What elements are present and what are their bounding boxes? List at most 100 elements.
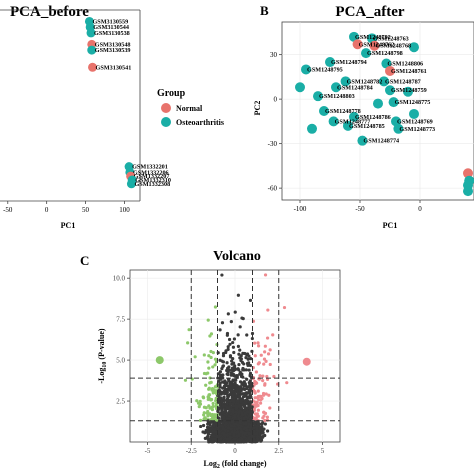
volcano-point: [250, 349, 254, 353]
volcano-point: [221, 427, 225, 431]
volcano-point: [252, 407, 256, 411]
volcano-point: [233, 310, 237, 314]
volcano-point: [263, 273, 268, 277]
volcano-point: [232, 437, 237, 441]
volcano-point: [266, 352, 271, 356]
volcano-point: [249, 357, 253, 361]
volcano-point: [206, 409, 210, 414]
panel-b-point: [403, 86, 413, 97]
volcano-point: [206, 437, 210, 441]
panel-b-point-label: GSM1248795: [307, 66, 343, 73]
volcano-point: [227, 437, 231, 441]
panel-b-point: [385, 85, 395, 96]
volcano-point: [196, 401, 201, 405]
panel-b-point: [361, 48, 371, 59]
volcano-point: [258, 374, 262, 378]
volcano-point: [232, 350, 236, 355]
volcano-point: [242, 435, 246, 439]
volcano-point: [241, 366, 245, 371]
volcano-point: [206, 360, 210, 364]
volcano-point: [227, 337, 232, 342]
volcano-point: [206, 422, 210, 426]
panel-b-point: [295, 82, 305, 93]
volcano-point: [265, 429, 270, 433]
volcano-point: [253, 354, 257, 358]
volcano-point: [213, 413, 217, 417]
volcano-point: [209, 413, 213, 418]
volcano-point: [227, 414, 231, 418]
volcano-point: [271, 333, 275, 337]
panel-b-point: [328, 116, 339, 127]
panel-a-point-label: GSM3130541: [96, 64, 132, 71]
panel-a-point-label: GSM1332207: [134, 173, 170, 180]
volcano-point: [268, 406, 272, 410]
panel-b-point: [463, 186, 473, 197]
volcano-point: [221, 354, 226, 358]
volcano-point: [248, 396, 252, 400]
volcano-point: [186, 341, 190, 345]
volcano-point: [272, 374, 276, 379]
volcano-point: [218, 370, 222, 374]
volcano-point: [244, 401, 248, 406]
volcano-point: [226, 426, 231, 430]
volcano-point: [238, 438, 243, 443]
volcano-point: [195, 399, 199, 403]
volcano-point: [236, 293, 240, 297]
volcano-point: [263, 411, 268, 415]
volcano-point: [243, 382, 247, 386]
panel-b-points: GSM1248792GSM1248763GSM1248762GSM1248768…: [295, 31, 474, 197]
volcano-point: [265, 418, 270, 422]
volcano-point: [253, 412, 257, 416]
panel-a-point-label: GSM3130544: [93, 24, 129, 31]
volcano-point: [206, 414, 210, 418]
volcano-point: [263, 382, 267, 386]
volcano-point: [256, 408, 260, 412]
volcano-point: [265, 415, 269, 419]
volcano-point: [206, 318, 210, 322]
panel-a-axes: [0, 9, 141, 202]
volcano-point: [243, 393, 247, 397]
volcano-point: [259, 394, 263, 398]
volcano-point: [243, 411, 248, 415]
volcano-point: [231, 424, 235, 429]
panel-b-point: [349, 111, 359, 122]
panel-a-point-label: GSM3130559: [92, 18, 128, 25]
volcano-point: [233, 440, 237, 444]
panel-b-point-label: GSM1248759: [391, 87, 427, 94]
volcano-point: [246, 357, 250, 361]
panel-a-point: [87, 45, 97, 55]
volcano-point: [264, 392, 268, 396]
volcano-point: [208, 421, 212, 425]
volcano-point: [237, 368, 241, 372]
volcano-point: [222, 399, 226, 403]
volcano-point: [225, 401, 230, 406]
volcano-point: [256, 421, 260, 425]
volcano-point: [233, 413, 237, 418]
volcano-point: [234, 386, 238, 390]
panel-c-ticks: -5 -2.5 0 2.5 5 10.0 7.5 5.0 2.5: [113, 275, 325, 455]
panel-b-point: [388, 97, 399, 108]
volcano-point: [267, 393, 271, 397]
panel-b-title: PCA_after: [335, 4, 404, 20]
panel-b-frame: [281, 21, 474, 201]
volcano-point: [217, 388, 221, 392]
volcano-point: [226, 345, 230, 349]
volcano-point: [221, 440, 225, 444]
volcano-highlight-point: [155, 356, 164, 365]
panel-b-point: [463, 168, 473, 179]
volcano-point: [247, 361, 251, 365]
volcano-point: [243, 431, 247, 435]
volcano-point: [247, 368, 251, 372]
legend-label-osteoarthritis: Osteoarthritis: [176, 118, 224, 127]
volcano-point: [187, 328, 191, 332]
panel-b-point-label: GSM1248794: [331, 59, 367, 66]
panel-b-point: [325, 57, 335, 68]
volcano-point: [237, 416, 241, 420]
panel-b-point: [340, 76, 351, 87]
volcano-point: [245, 385, 249, 389]
panel-a-xlabel: PC1: [61, 221, 76, 230]
volcano-point: [230, 359, 234, 363]
volcano-point: [212, 437, 216, 441]
volcano-point: [218, 328, 222, 332]
